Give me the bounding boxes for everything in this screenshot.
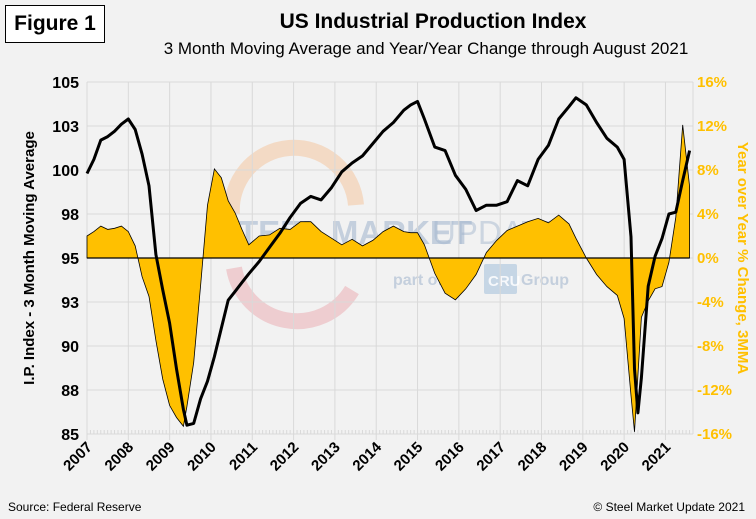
x-tick-label: 2008 [102,439,138,475]
right-tick-label: 8% [697,162,719,179]
x-tick-label: 2009 [143,439,179,475]
x-tick-label: 2014 [349,438,385,474]
left-tick-label: 100 [52,163,79,180]
source-note: Source: Federal Reserve [8,500,142,514]
x-tick-label: 2015 [391,439,427,475]
chart-subtitle: 3 Month Moving Average and Year/Year Cha… [163,39,689,58]
x-tick-label: 2021 [639,439,675,475]
x-tick-label: 2016 [432,439,468,475]
copyright-note: © Steel Market Update 2021 [593,500,745,514]
x-tick-label: 2012 [267,439,303,475]
x-tick-label: 2020 [597,439,633,475]
x-tick-label: 2013 [308,439,344,475]
ip-index-line [85,96,692,427]
right-axis-title: Year over Year % Change, 3MMA [734,142,751,374]
right-axis-ticks: 16% 12% 8% 4% 0% -4% -8% -12% -16% [697,74,732,443]
watermark-swoosh-top [223,139,364,216]
watermark-tagline-suffix: Group [521,272,569,289]
left-tick-label: 90 [61,339,79,356]
chart-title: US Industrial Production Index [279,10,587,33]
x-tick-label: 2017 [473,439,509,475]
left-tick-label: 105 [52,75,79,92]
right-tick-label: -16% [697,426,732,443]
left-tick-label: 88 [61,383,79,400]
left-tick-label: 95 [61,251,79,268]
left-tick-label: 93 [61,295,79,312]
left-axis-title: I.P. Index - 3 Month Moving Average [21,131,38,385]
yoy-area-series [86,124,691,432]
left-tick-label: 103 [52,119,79,136]
watermark-swoosh-bottom [226,266,359,330]
watermark: STEEL MARKET UPDATE part of the CRU Grou… [216,139,569,330]
left-tick-label: 98 [61,207,79,224]
minor-ticks [86,430,691,434]
right-tick-label: 0% [697,250,719,267]
right-tick-label: -8% [697,338,724,355]
x-axis-ticks: 2007 2008 2009 2010 2011 2012 2013 2014 2015 2016… [60,438,674,474]
right-tick-label: 12% [697,118,727,135]
figure-label: Figure 1 [5,5,105,43]
x-tick-label: 2007 [60,439,96,475]
x-tick-label: 2010 [184,439,220,475]
right-tick-label: -4% [697,294,724,311]
watermark-cru-logo: CRU [488,273,521,290]
yoy-area [86,124,691,432]
right-tick-label: -12% [697,382,732,399]
left-axis-ticks: 105 103 100 98 95 93 90 88 85 [52,75,79,444]
ip-index-line-series [85,96,692,427]
left-tick-label: 85 [61,427,79,444]
right-tick-label: 16% [697,74,727,91]
x-tick-label: 2019 [556,439,592,475]
right-tick-label: 4% [697,206,719,223]
x-tick-label: 2018 [515,439,551,475]
x-tick-label: 2011 [226,439,261,474]
